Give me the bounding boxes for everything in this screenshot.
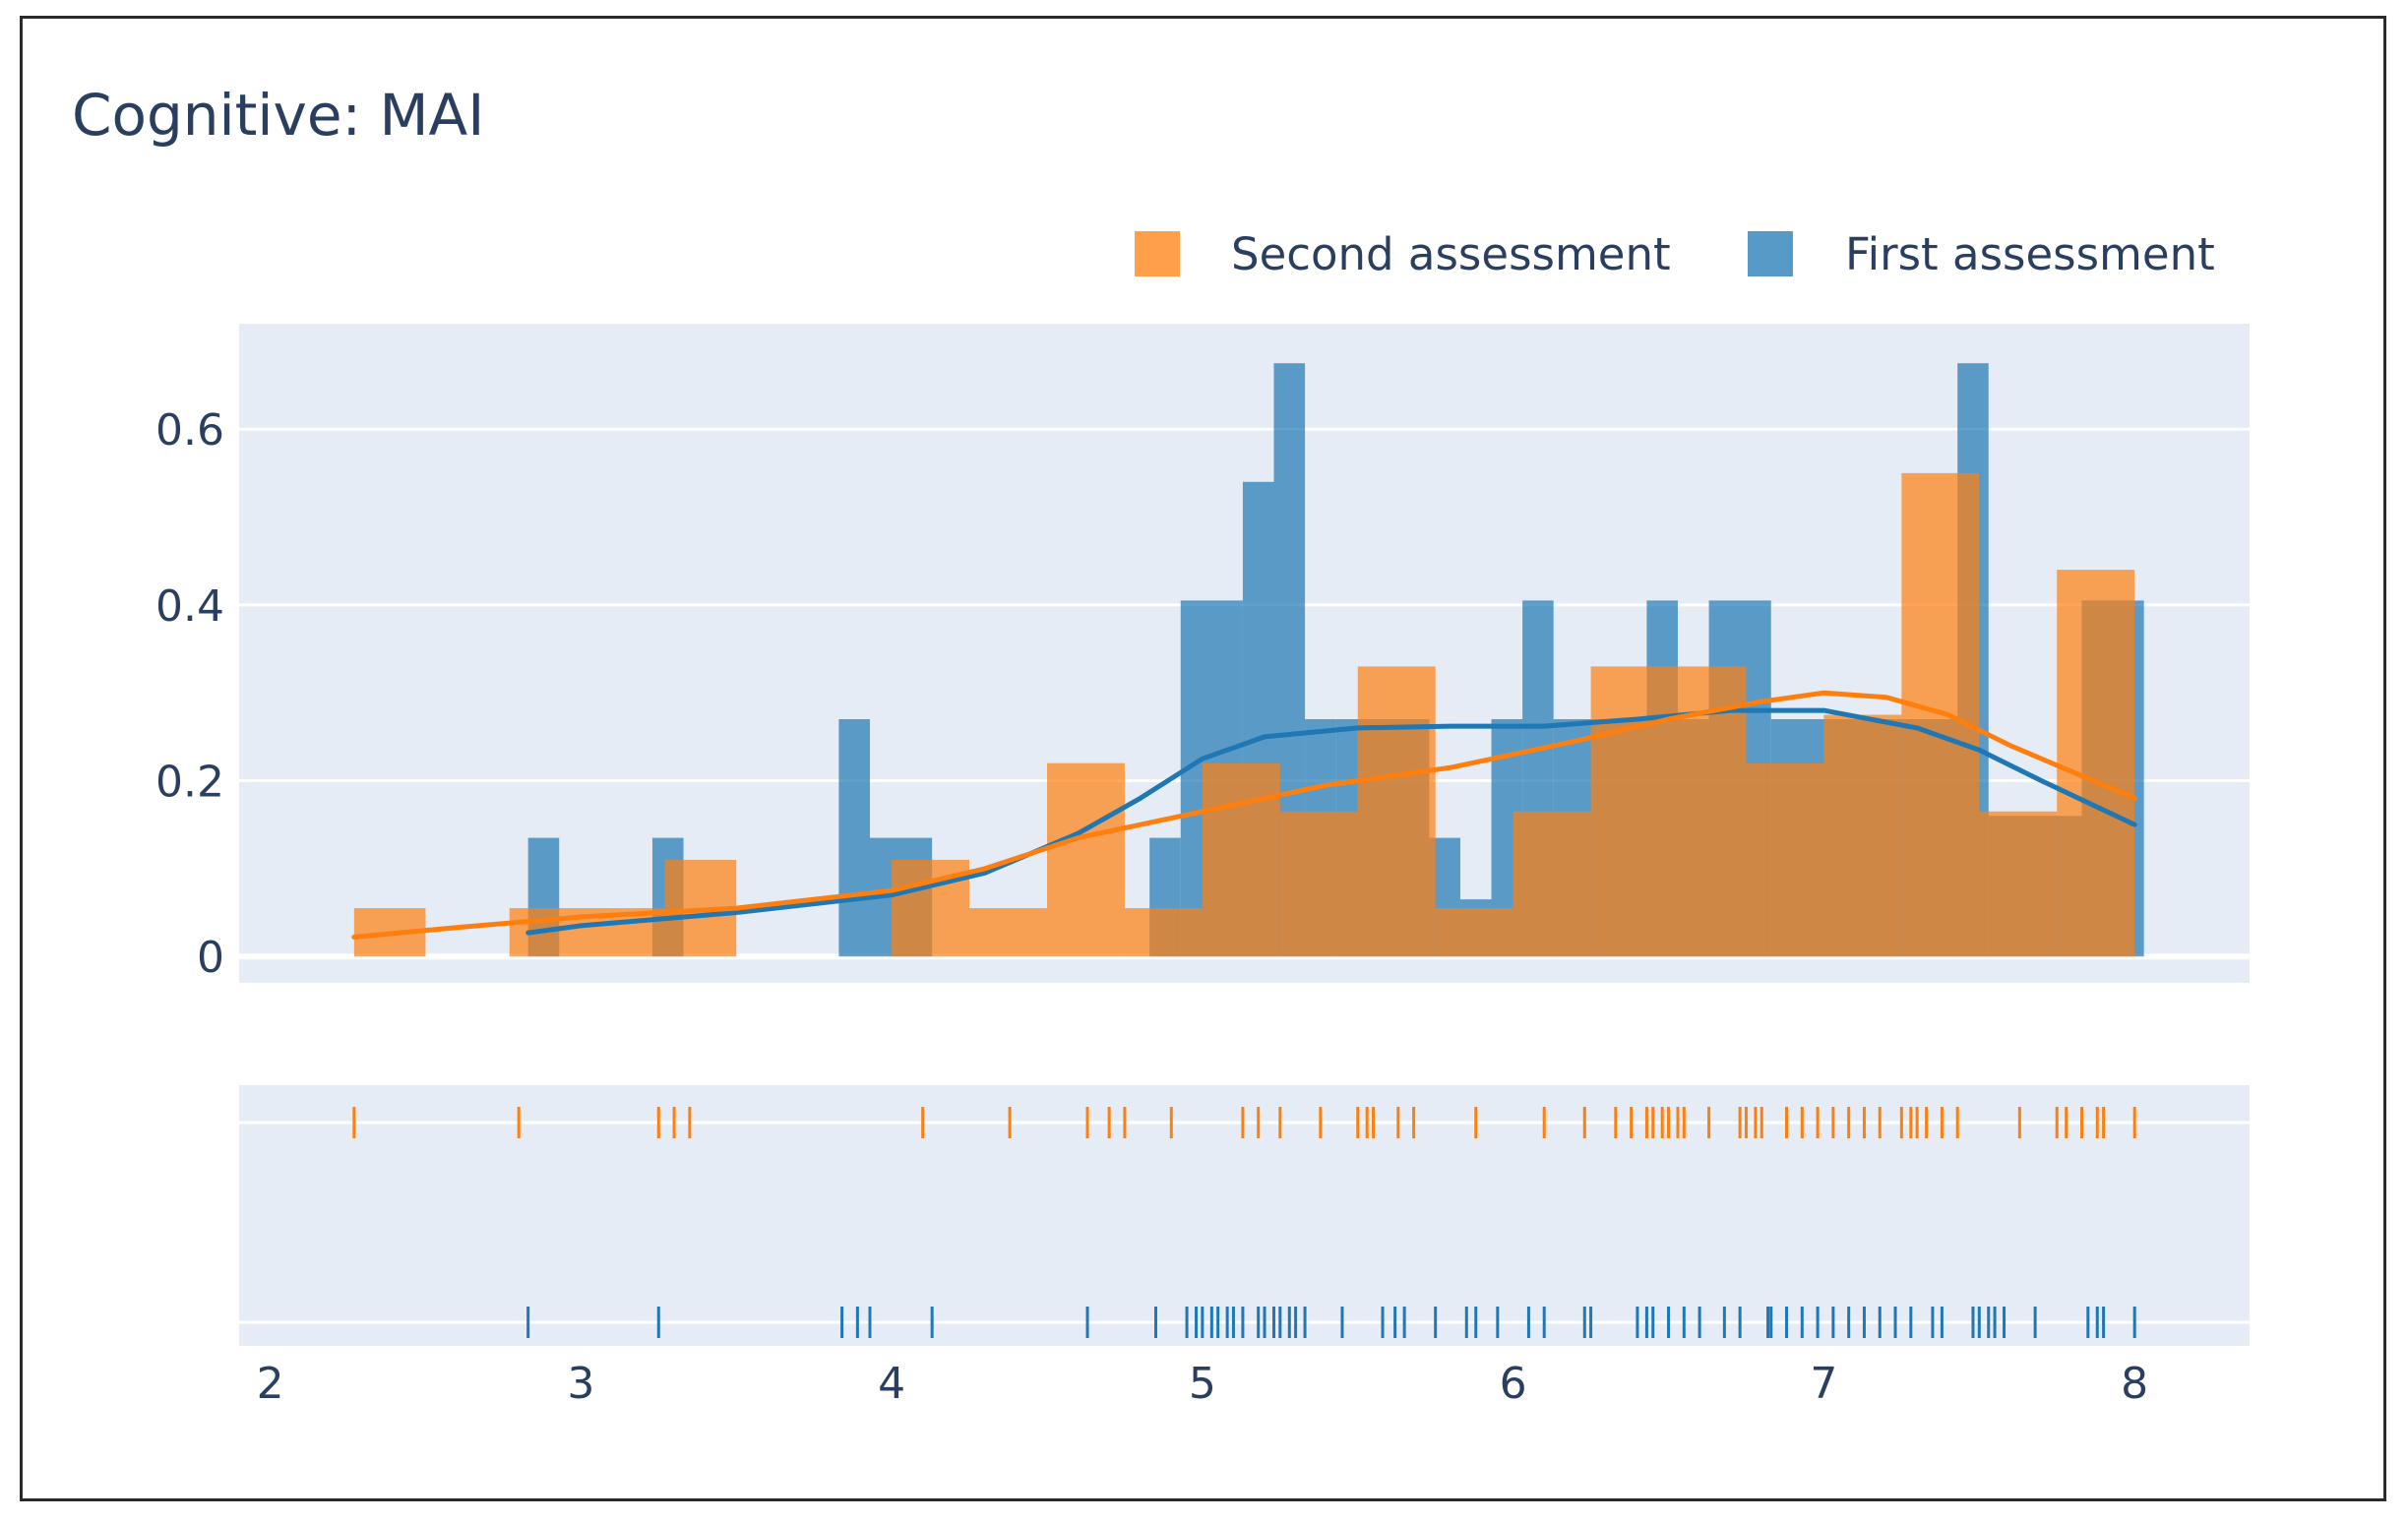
hist-bar-second: [1046, 762, 1125, 957]
hist-bar-second: [1746, 762, 1824, 957]
chart-svg: 0 0.2 0.4 0.6 2 3 4 5 6 7 8 Cognitive: MAI Second …: [72, 82, 2250, 1409]
y-tick-label: 0: [197, 933, 224, 983]
rug-layer: [352, 1107, 2136, 1338]
hist-bar-second: [1435, 908, 1513, 957]
histogram-layer: [353, 363, 2144, 957]
plot-background-rug: [239, 1085, 2250, 1346]
chart-frame: 0 0.2 0.4 0.6 2 3 4 5 6 7 8 Cognitive: MAI Second …: [20, 16, 2386, 1501]
x-tick-label: 4: [878, 1359, 905, 1409]
kde-line-first: [525, 707, 2137, 936]
x-tick-label: 7: [1810, 1359, 1837, 1409]
kde-layer: [351, 690, 2137, 940]
chart-title: Cognitive: MAI: [72, 82, 484, 149]
x-tick-label: 8: [2121, 1359, 2148, 1409]
x-tick-label: 5: [1189, 1359, 1216, 1409]
hist-bar-second: [1823, 714, 1902, 957]
kde-line-second: [351, 690, 2137, 940]
x-tick-label: 6: [1500, 1359, 1527, 1409]
hist-bar-second: [969, 908, 1047, 957]
hist-bar-second: [1979, 811, 2058, 957]
legend-label-first[interactable]: First assessment: [1845, 228, 2215, 280]
hist-bar-second: [1202, 762, 1280, 957]
y-tick-label: 0.2: [155, 758, 224, 808]
hist-bar-second: [1124, 908, 1203, 957]
x-tick-label: 2: [257, 1359, 284, 1409]
hist-bar-second: [1357, 666, 1436, 957]
hist-bar-first: [838, 719, 871, 957]
axis-layer: 0 0.2 0.4 0.6 2 3 4 5 6 7 8: [155, 405, 2148, 1409]
legend-swatch-second[interactable]: [1135, 231, 1180, 276]
y-tick-label: 0.6: [155, 405, 224, 456]
legend-label-second[interactable]: Second assessment: [1231, 228, 1671, 280]
hist-bar-second: [2057, 570, 2135, 957]
x-tick-label: 3: [567, 1359, 594, 1409]
legend[interactable]: Second assessment First assessment: [1135, 228, 2215, 280]
y-tick-label: 0.4: [155, 581, 224, 632]
hist-bar-second: [1279, 811, 1358, 957]
legend-swatch-first[interactable]: [1748, 231, 1793, 276]
hist-bar-second: [1513, 811, 1591, 957]
